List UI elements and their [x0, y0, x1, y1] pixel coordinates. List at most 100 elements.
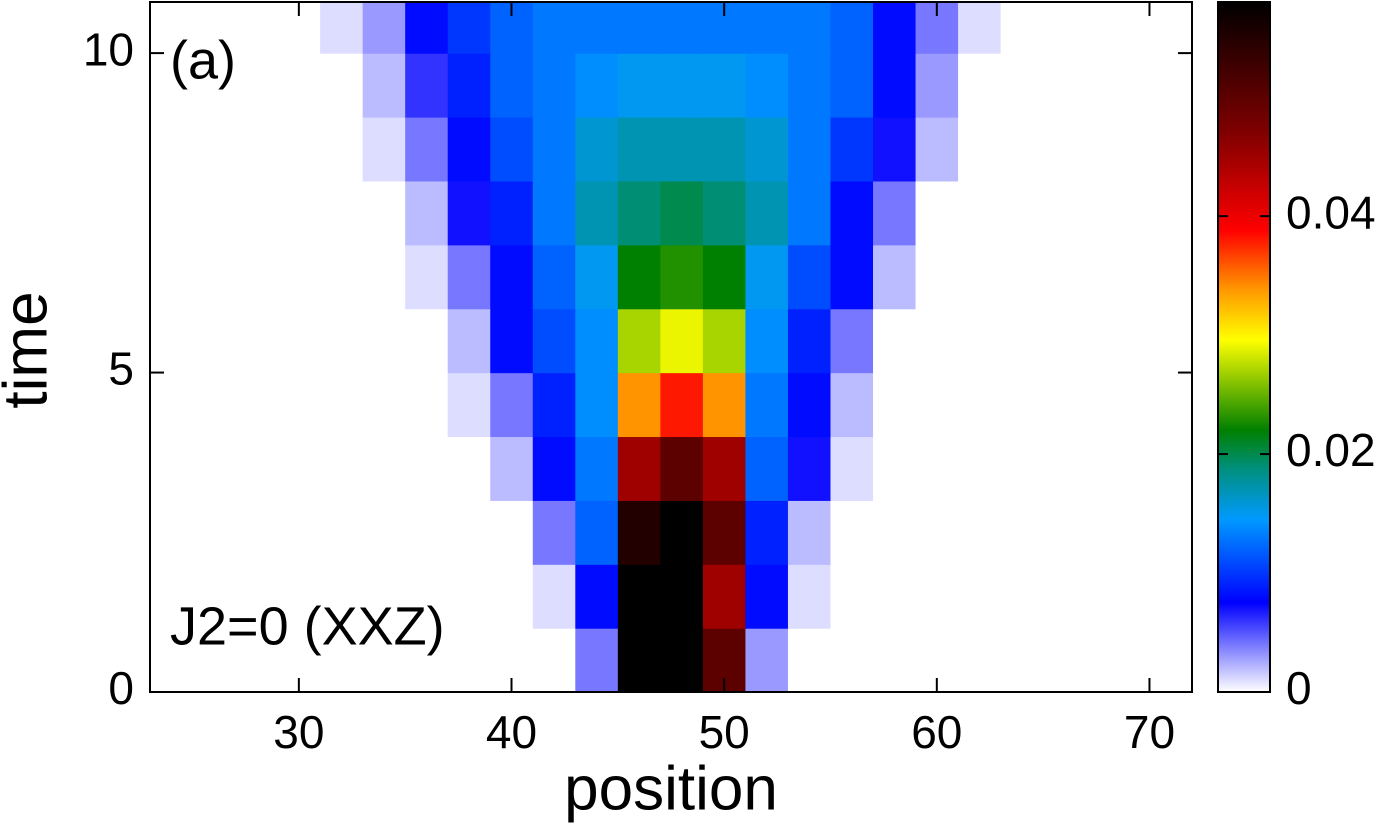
cell — [192, 564, 236, 629]
cell — [702, 308, 747, 374]
cell — [873, 180, 917, 246]
cell — [150, 308, 194, 374]
cell — [745, 628, 789, 692]
colorbar-tick-label: 0 — [1286, 662, 1312, 714]
cell — [192, 500, 236, 565]
cell — [830, 2, 874, 54]
cell — [1085, 117, 1129, 182]
cell — [915, 436, 959, 501]
x-tick-label: 50 — [699, 706, 750, 758]
cell — [575, 372, 619, 438]
cell — [1085, 564, 1129, 629]
cell — [1000, 117, 1044, 182]
cell — [490, 308, 534, 374]
cell — [745, 53, 789, 118]
panel-label: (a) — [170, 30, 236, 90]
cell — [1043, 564, 1087, 629]
cell — [1128, 436, 1172, 501]
cell — [787, 372, 832, 438]
cell — [532, 628, 576, 692]
cell — [873, 500, 917, 565]
y-tick-label: 0 — [108, 662, 134, 714]
cell — [915, 500, 959, 565]
cell — [787, 500, 832, 565]
cell — [362, 244, 406, 310]
cell — [235, 2, 279, 54]
cell — [660, 372, 704, 438]
cell — [1128, 500, 1172, 565]
cell — [362, 117, 406, 182]
cell — [575, 244, 619, 310]
cell — [617, 308, 661, 374]
cell — [150, 180, 194, 246]
cell — [787, 436, 832, 501]
cell — [873, 628, 917, 692]
cell — [873, 117, 917, 182]
cell — [660, 308, 704, 374]
cell — [532, 436, 576, 501]
cell — [1085, 2, 1129, 54]
cell — [787, 308, 832, 374]
cell — [830, 628, 874, 692]
colorbar-tick-label: 0.04 — [1286, 186, 1376, 238]
cell — [490, 180, 534, 246]
cell — [575, 564, 619, 629]
cell — [660, 180, 704, 246]
y-axis-label: time — [0, 291, 60, 408]
cell — [787, 628, 832, 692]
cell — [235, 500, 279, 565]
cell — [1000, 500, 1044, 565]
cell — [447, 500, 491, 565]
cell — [1043, 244, 1087, 310]
cell — [1043, 117, 1087, 182]
cell — [958, 180, 1002, 246]
cell — [915, 244, 959, 310]
cell — [787, 117, 832, 182]
cell — [405, 372, 449, 438]
cell — [617, 53, 661, 118]
cell — [830, 244, 874, 310]
cell — [532, 2, 576, 54]
cell — [873, 372, 917, 438]
cell — [235, 628, 279, 692]
cell — [320, 564, 364, 629]
cell — [490, 53, 534, 118]
cell — [277, 53, 321, 118]
cell — [235, 436, 279, 501]
cell — [1000, 436, 1044, 501]
cell — [447, 53, 491, 118]
cell — [873, 2, 917, 54]
cell — [660, 628, 704, 692]
cell — [362, 2, 406, 54]
cell — [702, 564, 747, 629]
colorbar — [1217, 1, 1271, 693]
cell — [787, 2, 832, 54]
cell — [192, 436, 236, 501]
cell — [915, 564, 959, 629]
cell — [702, 180, 747, 246]
cell — [192, 180, 236, 246]
cell — [873, 436, 917, 501]
cell — [362, 308, 406, 374]
cell — [405, 308, 449, 374]
cell — [958, 308, 1002, 374]
cell — [277, 117, 321, 182]
cell — [915, 117, 959, 182]
cell — [1085, 436, 1129, 501]
cell — [192, 244, 236, 310]
cell — [192, 372, 236, 438]
cell — [277, 180, 321, 246]
cell — [192, 308, 236, 374]
cell — [830, 117, 874, 182]
cell — [745, 308, 789, 374]
cell — [1043, 180, 1087, 246]
cell — [320, 117, 364, 182]
cell — [1000, 244, 1044, 310]
cell — [362, 53, 406, 118]
cell — [1000, 372, 1044, 438]
cell — [532, 500, 576, 565]
cell — [235, 372, 279, 438]
colorbar-tick-label: 0.02 — [1286, 424, 1376, 476]
cell — [830, 308, 874, 374]
